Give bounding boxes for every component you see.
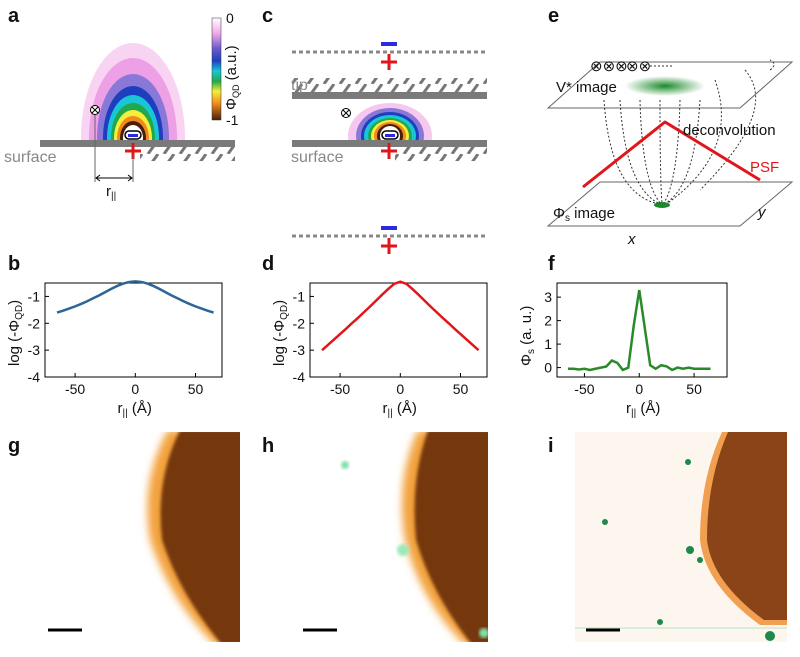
y-tick-label: -2 (28, 315, 41, 331)
y-tick-label: -3 (293, 342, 306, 358)
x-tick-label: 50 (453, 381, 469, 397)
charts: -50 0 50-1-2-3-4r|| (Å)log (-ΦQD)-50 0 50-1-… (6, 280, 728, 419)
text: (a. u.) (518, 306, 535, 349)
text: || (631, 408, 636, 419)
text: || (111, 191, 116, 202)
plot-frame (44, 282, 223, 378)
y-tick-label: -2 (293, 315, 306, 331)
y-axis-label: log (-ΦQD) (271, 300, 290, 366)
text: r (626, 400, 631, 417)
text: (a.u.) (223, 45, 240, 84)
panel-label: i (548, 435, 554, 457)
x-axis-label: r|| (Å) (626, 400, 660, 419)
y-tick-label: 0 (544, 360, 552, 376)
panel-label: c (262, 5, 273, 27)
y-tick-label: 1 (544, 336, 552, 352)
y-axis-label: log (-ΦQD) (6, 300, 25, 366)
plot-frame (556, 282, 728, 378)
text: r (106, 183, 111, 200)
text: image (570, 205, 615, 222)
y-axis-label: Φs (a. u.) (518, 306, 537, 366)
y-tick-label: 3 (544, 289, 552, 305)
deconvolution-label: deconvolution (683, 122, 776, 139)
data-line (321, 280, 480, 352)
surface-label: surface (291, 149, 344, 166)
x-axis-label: r|| (Å) (118, 400, 152, 419)
panel-label: e (548, 5, 559, 27)
y-tick-label: -1 (293, 288, 306, 304)
panel-label: b (8, 253, 20, 275)
y-label: y (757, 204, 767, 221)
y-tick-label: -3 (28, 342, 41, 358)
y-tick-label: 2 (544, 313, 552, 329)
text: Φ (223, 98, 240, 110)
text: || (388, 408, 393, 419)
text: (Å) (128, 400, 152, 417)
tip-label: tip (291, 77, 308, 94)
panel-label: a (8, 5, 20, 27)
text: ) (271, 300, 288, 305)
image (147, 432, 240, 642)
potential-map (81, 43, 185, 143)
text: s (526, 349, 537, 354)
text: Φ (518, 354, 535, 366)
data-line (567, 289, 711, 372)
svg-text:⊗⊗: ⊗⊗ (626, 58, 651, 75)
text: (Å) (393, 400, 417, 417)
svg-text:⊗⊗⊗: ⊗⊗⊗ (590, 58, 628, 75)
panel-label: d (262, 253, 274, 275)
text: || (123, 408, 128, 419)
distance-label: r|| (106, 183, 116, 202)
text: ) (6, 300, 23, 305)
x-label: x (627, 231, 636, 248)
phi-image-label: Φs image (553, 205, 615, 224)
v-image-label: V* image (556, 79, 617, 96)
x-axis-label: r|| (Å) (383, 400, 417, 419)
x-tick-label: 0 (396, 381, 404, 397)
text: s (565, 213, 570, 224)
text: log (-Φ (271, 320, 288, 366)
y-tick-label: -4 (28, 369, 41, 385)
data-line (56, 280, 214, 314)
x-tick-label: 50 (188, 381, 204, 397)
panel-label: g (8, 435, 20, 457)
y-tick-label: -4 (293, 369, 306, 385)
plot-frame (309, 282, 488, 378)
x-tick-label: -50 (65, 381, 85, 397)
x-tick-label: 0 (131, 381, 139, 397)
x-tick-label: 50 (686, 381, 702, 397)
x-tick-label: -50 (330, 381, 350, 397)
x-tick-label: -50 (574, 381, 594, 397)
text: r (383, 400, 388, 417)
text: QD (14, 305, 25, 320)
y-tick-label: -1 (28, 288, 41, 304)
surface-label: surface (4, 149, 57, 166)
colorbar (211, 17, 222, 121)
psf-label: PSF (750, 159, 779, 176)
colorbar-label: ΦQD (a.u.) (223, 45, 241, 110)
text: r (118, 400, 123, 417)
colorbar-tick: 0 (226, 10, 234, 26)
colorbar-tick: -1 (226, 112, 239, 128)
x-tick-label: 0 (635, 381, 643, 397)
panel-label: f (548, 253, 555, 275)
text: Φ (553, 205, 565, 222)
text: QD (231, 84, 241, 98)
text: (Å) (636, 400, 660, 417)
panel-label: h (262, 435, 274, 457)
image (575, 432, 787, 642)
text: QD (279, 305, 290, 320)
text: log (-Φ (6, 320, 23, 366)
image (341, 432, 488, 642)
